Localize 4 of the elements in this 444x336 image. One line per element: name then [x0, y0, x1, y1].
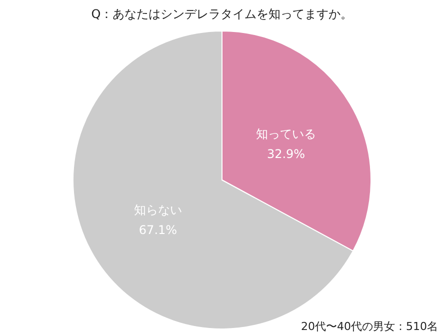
data-label: 32.9%	[266, 146, 306, 161]
text: 20代〜40代の男女：510名	[301, 320, 438, 333]
slice-label: 知っている	[256, 126, 316, 141]
chart-title: Q：あなたはシンデレラタイムを知ってますか。	[91, 7, 353, 21]
